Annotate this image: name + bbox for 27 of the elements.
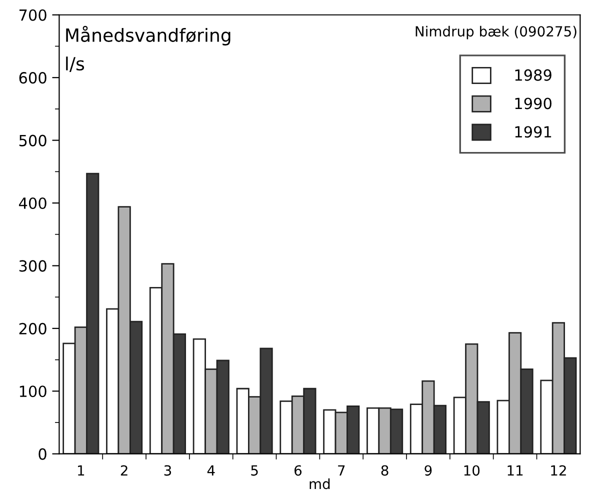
- x-axis-title: md: [310, 478, 330, 490]
- x-tick-label: 7: [338, 465, 345, 476]
- x-tick-label: 3: [164, 465, 172, 476]
- legend-label: 1990: [515, 98, 552, 110]
- y-tick-label: 500: [19, 134, 46, 146]
- y-tick-label: 100: [20, 386, 46, 398]
- x-tick-label: 6: [294, 465, 302, 476]
- y-tick-label: 600: [19, 72, 46, 84]
- x-tick-label: 1: [78, 465, 84, 476]
- y-tick-label: 400: [18, 197, 46, 210]
- x-tick-label: 5: [251, 465, 258, 476]
- y-tick-label: 200: [19, 322, 46, 334]
- y-tick-label: 0: [38, 448, 46, 460]
- annotation: Nimdrup bæk (090275): [416, 26, 576, 40]
- legend-label: 1991: [515, 126, 552, 138]
- y-tick-label: 700: [19, 9, 46, 21]
- x-tick-label: 9: [424, 465, 432, 476]
- x-tick-label: 2: [120, 465, 128, 476]
- x-tick-label: 10: [464, 465, 480, 476]
- x-tick-label: 12: [551, 465, 566, 476]
- y-tick-label: 300: [19, 260, 46, 272]
- x-tick-label: 11: [508, 465, 523, 476]
- y-axis-title: l/s: [66, 56, 84, 72]
- legend-label: 1989: [515, 69, 552, 81]
- x-tick-label: 8: [381, 465, 388, 476]
- text: Månedsvandføring: [66, 26, 230, 46]
- x-tick-label: 4: [207, 465, 215, 476]
